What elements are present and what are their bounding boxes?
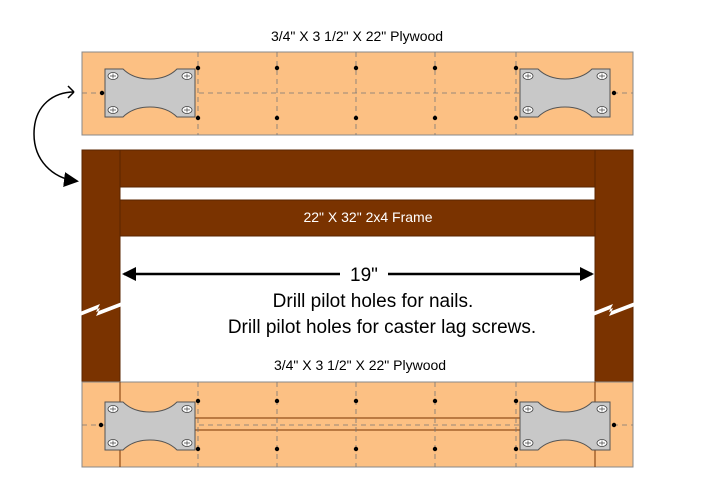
top-pilot-holes (99, 65, 617, 121)
frame-assembly (80, 149, 635, 383)
bottom-board-label: 3/4" X 3 1/2" X 22" Plywood (274, 357, 446, 373)
flip-arrow (33, 91, 79, 187)
left-break-mark (80, 302, 122, 316)
top-plywood-board (81, 51, 634, 136)
flip-arrow-tail (67, 85, 75, 99)
bottom-plywood-board (81, 381, 634, 468)
dimension-label: 19" (350, 265, 378, 286)
dimension-line (122, 267, 594, 281)
right-break-mark (593, 302, 635, 316)
left-frame-leg (81, 149, 121, 383)
right-frame-leg (594, 149, 634, 383)
instruction-lag-screws: Drill pilot holes for caster lag screws. (228, 317, 536, 338)
frame-middle-rail (119, 199, 596, 237)
frame-top-rail (119, 149, 596, 188)
instruction-nails: Drill pilot holes for nails. (273, 291, 474, 312)
bottom-pilot-holes (98, 398, 617, 452)
top-board-label: 3/4" X 3 1/2" X 22" Plywood (271, 28, 443, 44)
frame-label: 22" X 32" 2x4 Frame (303, 209, 432, 225)
